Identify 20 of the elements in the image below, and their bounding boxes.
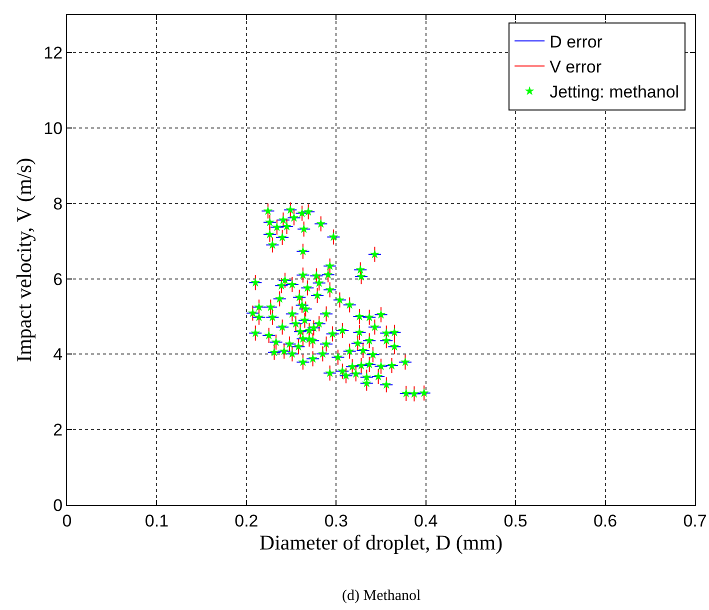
- y-axis-title: Impact velocity, V (m/s): [12, 158, 36, 362]
- y-tick-label: 2: [53, 420, 63, 440]
- x-tick-label: 0.4: [414, 511, 438, 530]
- x-tick-label: 0.3: [324, 511, 348, 530]
- legend-label: Jetting: methanol: [550, 82, 680, 102]
- y-tick-label: 12: [44, 44, 63, 63]
- y-tick-label: 10: [44, 119, 63, 138]
- text: (d) Methanol: [342, 588, 421, 604]
- x-axis-title: Diameter of droplet, D (mm): [259, 530, 503, 554]
- legend-label: V error: [550, 58, 602, 77]
- y-tick-label: 0: [53, 496, 63, 515]
- x-tick-label: 0.1: [144, 511, 169, 530]
- x-tick-label: 0.6: [593, 511, 618, 530]
- x-tick-label: 0.2: [234, 511, 258, 530]
- y-tick-label: 6: [53, 270, 63, 289]
- y-tick-label: 8: [53, 194, 63, 214]
- legend-label: D error: [550, 32, 603, 52]
- y-tick-label: 4: [53, 345, 63, 364]
- x-tick-label: 0.7: [683, 511, 707, 530]
- x-tick-label: 0.5: [504, 511, 528, 530]
